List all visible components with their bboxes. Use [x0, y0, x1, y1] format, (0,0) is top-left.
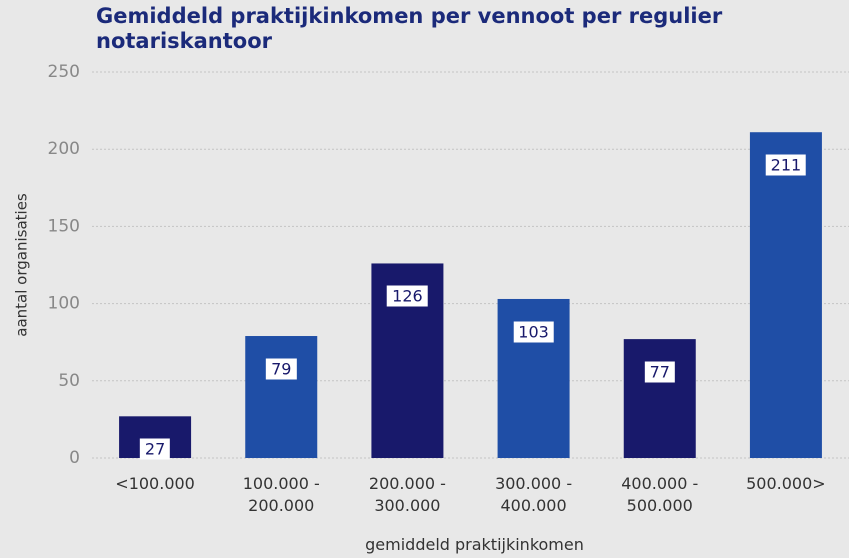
bar [245, 336, 318, 458]
value-label: 79 [266, 358, 297, 380]
y-tick-label: 100 [48, 294, 80, 314]
y-tick-label: 0 [69, 448, 80, 468]
x-axis-label: gemiddeld praktijkinkomen [365, 535, 584, 554]
x-tick-label: 400.000 - 500.000 [621, 474, 699, 515]
bar [749, 132, 822, 458]
y-tick-label: 250 [48, 62, 80, 82]
x-tick-label: 500.000> [746, 474, 826, 493]
value-label: 211 [765, 154, 807, 176]
value-label: 27 [139, 438, 171, 460]
y-tick-label: 150 [48, 216, 80, 236]
x-tick-label: <100.000 [115, 474, 195, 493]
x-tick-label: 200.000 - 300.000 [368, 474, 446, 515]
y-tick-label: 200 [48, 139, 80, 159]
y-tick-label: 50 [58, 371, 80, 391]
value-label: 103 [513, 321, 554, 343]
bar [623, 339, 696, 458]
chart-title: Gemiddeld praktijkinkomen per vennoot pe… [96, 4, 723, 53]
value-label: 126 [387, 285, 428, 307]
x-tick-label: 300.000 - 400.000 [495, 474, 573, 515]
value-label: 77 [644, 361, 675, 383]
y-axis-label: aantal organisaties [13, 193, 31, 337]
x-tick-label: 100.000 - 200.000 [242, 474, 320, 515]
